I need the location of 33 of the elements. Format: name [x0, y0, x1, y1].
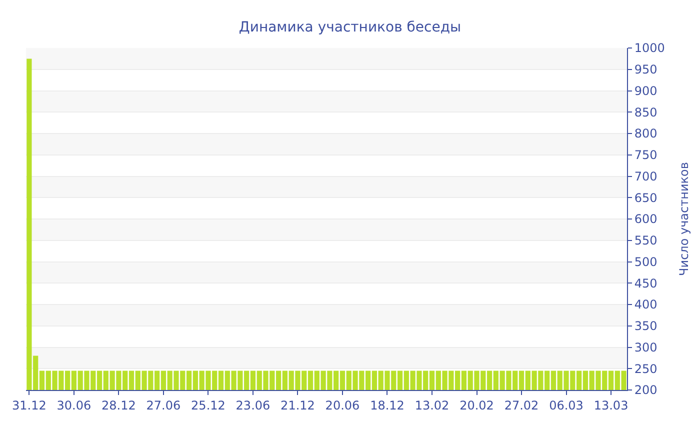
chart-title: Динамика участников беседы — [238, 19, 462, 36]
y-tick-label: 850 — [634, 105, 658, 120]
y-axis-title: Число участников — [676, 162, 691, 276]
x-tick-label: 23.06 — [236, 398, 270, 412]
x-tick-label: 20.02 — [460, 398, 494, 412]
y-tick-label: 450 — [634, 276, 658, 290]
x-tick-label: 18.12 — [370, 398, 404, 412]
x-tick-label: 13.03 — [594, 398, 628, 412]
x-tick-label: 27.06 — [146, 398, 181, 412]
y-tick-label: 500 — [634, 254, 658, 269]
y-tick-label: 700 — [634, 169, 658, 184]
y-tick-label: 900 — [634, 84, 658, 98]
y-tick-label: 600 — [634, 212, 658, 226]
x-tick-label: 30.06 — [56, 398, 92, 412]
x-tick-label: 25.12 — [191, 398, 226, 412]
x-tick-label: 27.02 — [504, 398, 539, 412]
y-tick-label: 400 — [634, 298, 658, 312]
y-tick-label: 350 — [634, 319, 658, 334]
y-tick-label: 1000 — [634, 41, 665, 56]
y-tick-label: 650 — [634, 190, 658, 205]
y-tick-label: 250 — [634, 362, 658, 376]
x-tick-label: 31.12 — [12, 398, 46, 412]
y-tick-label: 750 — [634, 148, 658, 162]
y-tick-label: 200 — [634, 383, 658, 398]
x-tick-label: 06.03 — [549, 398, 584, 412]
y-tick-label: 300 — [634, 340, 658, 354]
x-tick-label: 20.06 — [325, 398, 360, 412]
x-tick-label: 13.02 — [414, 398, 450, 412]
y-tick-label: 950 — [634, 62, 658, 77]
y-tick-label: 800 — [634, 126, 658, 141]
x-tick-label: 28.12 — [102, 398, 136, 412]
y-tick-label: 550 — [634, 234, 658, 248]
x-tick-label: 21.12 — [280, 398, 315, 412]
